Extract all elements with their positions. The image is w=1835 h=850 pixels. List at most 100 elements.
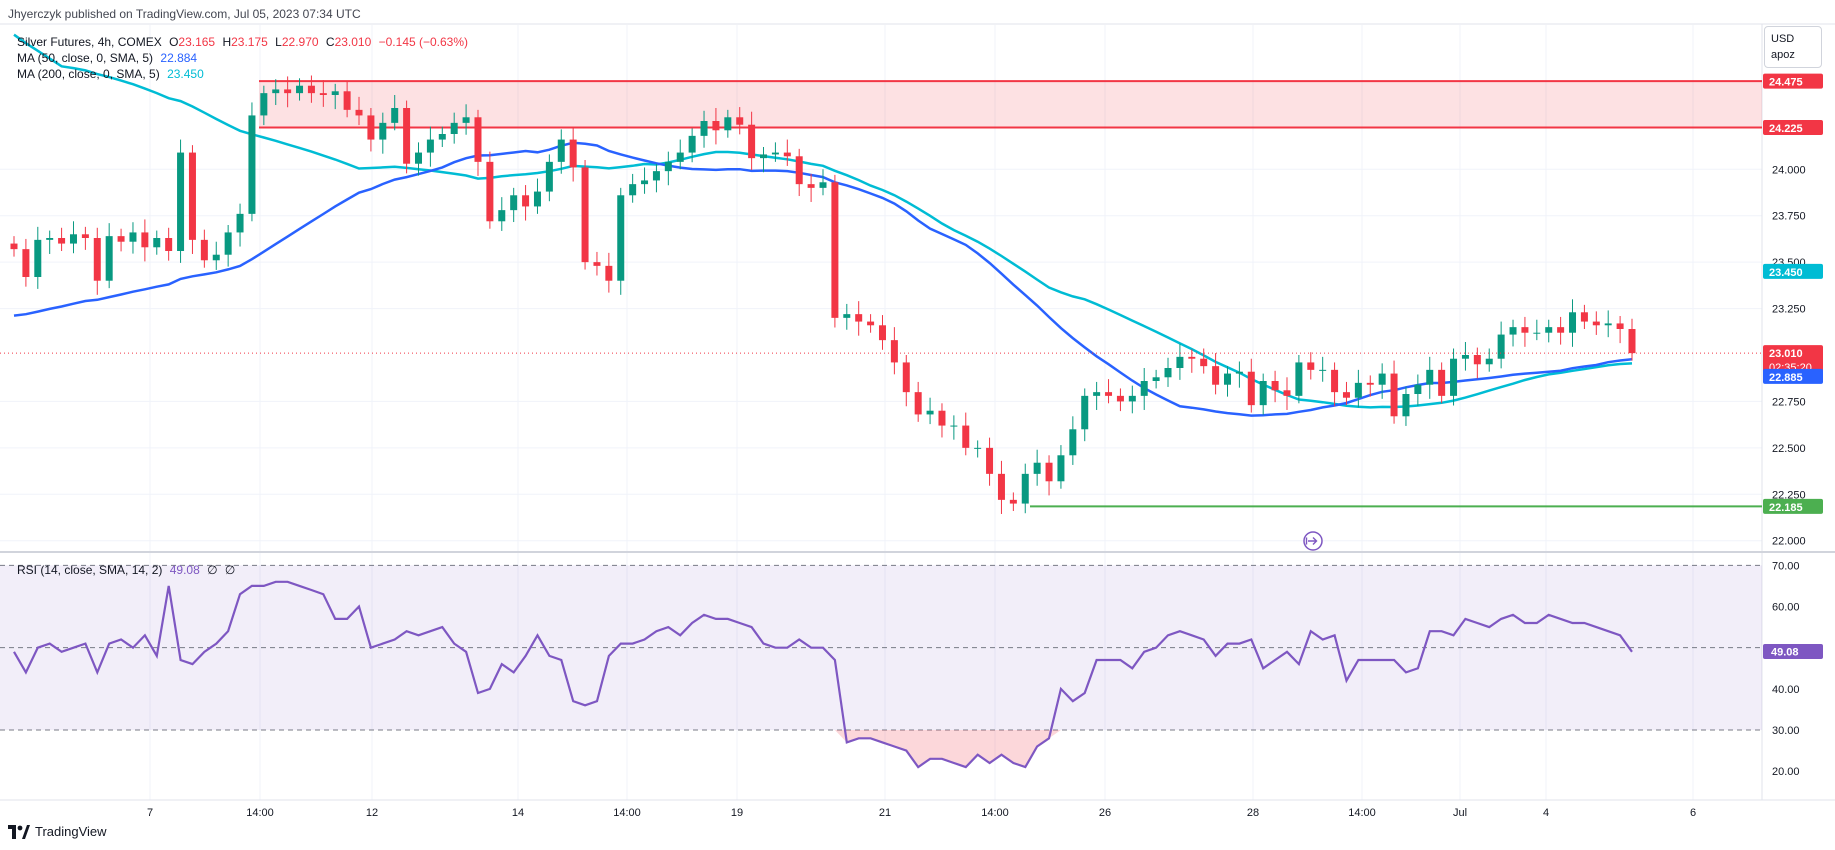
candle-body-104 xyxy=(1247,371,1255,406)
ohlc-open: O23.165 xyxy=(169,35,216,49)
candle-body-39 xyxy=(474,117,482,162)
candle-body-65 xyxy=(783,152,791,157)
candle-body-45 xyxy=(545,161,553,192)
candle-body-134 xyxy=(1604,323,1612,326)
candle-body-4 xyxy=(58,238,66,244)
rsi-extra-2: ∅ xyxy=(224,563,236,577)
price-tick-0: 24.000 xyxy=(1772,164,1806,176)
candle-body-32 xyxy=(391,108,399,123)
candle-body-2 xyxy=(34,239,42,277)
candle-body-75 xyxy=(902,362,910,393)
candle-body-99 xyxy=(1188,356,1196,359)
candle-body-27 xyxy=(331,91,339,95)
candle-body-130 xyxy=(1557,327,1565,333)
ma200-legend: MA (200, close, 0, SMA, 5) 23.450 xyxy=(17,67,208,81)
time-tick-11: Jul xyxy=(1453,807,1467,819)
ma200-label: MA (200, close, 0, SMA, 5) xyxy=(17,67,160,81)
candle-body-91 xyxy=(1093,392,1101,396)
candle-body-47 xyxy=(569,139,577,168)
candle-body-23 xyxy=(284,89,292,94)
time-tick-2: 12 xyxy=(366,807,378,819)
price-label-bg-0 xyxy=(1763,73,1823,89)
rsi-value: 49.08 xyxy=(169,563,200,577)
replay-arrow-glyph xyxy=(1305,537,1318,545)
time-tick-7: 14:00 xyxy=(981,807,1009,819)
candle-body-69 xyxy=(831,182,839,318)
candle-body-82 xyxy=(986,447,994,474)
candle-body-66 xyxy=(795,156,803,185)
candle-body-60 xyxy=(724,117,732,131)
candle-body-135 xyxy=(1616,323,1624,329)
rsi-tick-1: 60.00 xyxy=(1772,602,1800,614)
candle-body-73 xyxy=(878,325,886,341)
candle-body-119 xyxy=(1426,369,1434,385)
price-label-1: 24.225 xyxy=(1769,123,1803,135)
candle-body-28 xyxy=(343,91,351,110)
price-label-bg-4 xyxy=(1763,368,1823,384)
candle-body-30 xyxy=(367,115,375,140)
candle-body-86 xyxy=(1033,462,1041,474)
price-label-0: 24.475 xyxy=(1769,77,1803,89)
candle-body-118 xyxy=(1414,384,1422,394)
candle-body-43 xyxy=(522,195,530,207)
currency-selector[interactable]: USD apoz xyxy=(1764,26,1822,68)
candle-body-68 xyxy=(819,182,827,188)
candle-body-93 xyxy=(1116,395,1124,402)
candle-body-92 xyxy=(1105,392,1113,396)
time-tick-12: 4 xyxy=(1543,807,1549,819)
candle-body-41 xyxy=(498,210,506,222)
candle-body-13 xyxy=(165,238,173,251)
candle-body-22 xyxy=(272,89,280,94)
ma200-value: 23.450 xyxy=(167,67,204,81)
candle-body-59 xyxy=(712,121,720,131)
rsi-value-label-bg xyxy=(1763,643,1823,659)
rsi-value-label: 49.08 xyxy=(1771,646,1799,658)
candle-body-117 xyxy=(1402,394,1410,417)
candle-body-5 xyxy=(69,234,77,244)
price-label-4: 22.885 xyxy=(1769,372,1803,384)
candle-body-108 xyxy=(1295,362,1303,396)
candle-body-11 xyxy=(141,232,149,248)
candle-body-101 xyxy=(1212,366,1220,385)
candle-body-71 xyxy=(855,314,863,322)
candle-body-97 xyxy=(1164,368,1172,378)
candle-body-132 xyxy=(1580,312,1588,322)
candle-body-129 xyxy=(1545,327,1553,333)
candle-body-14 xyxy=(177,152,185,251)
candle-body-7 xyxy=(93,238,101,281)
candle-body-79 xyxy=(950,425,958,427)
candle-body-62 xyxy=(748,124,756,159)
replay-arrow-icon xyxy=(1303,531,1323,551)
candle-body-103 xyxy=(1235,371,1243,374)
candle-body-12 xyxy=(153,238,161,248)
currency-code: USD xyxy=(1771,33,1795,45)
tradingview-footer[interactable]: TradingView xyxy=(8,824,107,839)
resistance-zone xyxy=(259,81,1762,128)
rsi-extra-1: ∅ xyxy=(207,563,218,577)
price-label-bg-2 xyxy=(1763,263,1823,279)
price-label-3: 23.010 xyxy=(1769,348,1803,360)
candle-body-20 xyxy=(248,115,256,214)
candle-body-89 xyxy=(1069,429,1077,456)
price-tick-5: 22.500 xyxy=(1772,443,1806,455)
candle-body-115 xyxy=(1378,373,1386,385)
rsi-oversold-fill xyxy=(834,730,1061,768)
candle-body-46 xyxy=(557,139,565,162)
price-label-5: 22.185 xyxy=(1769,502,1803,514)
time-tick-13: 6 xyxy=(1690,807,1696,819)
candle-body-44 xyxy=(533,191,541,207)
ohlc-close: C23.010 xyxy=(325,35,372,49)
price-tick-6: 22.250 xyxy=(1772,489,1806,501)
candle-body-81 xyxy=(974,447,982,449)
candle-body-124 xyxy=(1485,358,1493,365)
candle-body-17 xyxy=(212,254,220,261)
rsi-tick-4: 30.00 xyxy=(1772,725,1800,737)
price-tick-1: 23.750 xyxy=(1772,211,1806,223)
candle-body-3 xyxy=(46,238,54,240)
candle-body-29 xyxy=(355,109,363,116)
ma50-legend: MA (50, close, 0, SMA, 5) 22.884 xyxy=(17,51,201,65)
candle-body-76 xyxy=(914,392,922,415)
price-change: −0.145 (−0.63%) xyxy=(378,35,469,49)
candle-body-96 xyxy=(1152,377,1160,381)
